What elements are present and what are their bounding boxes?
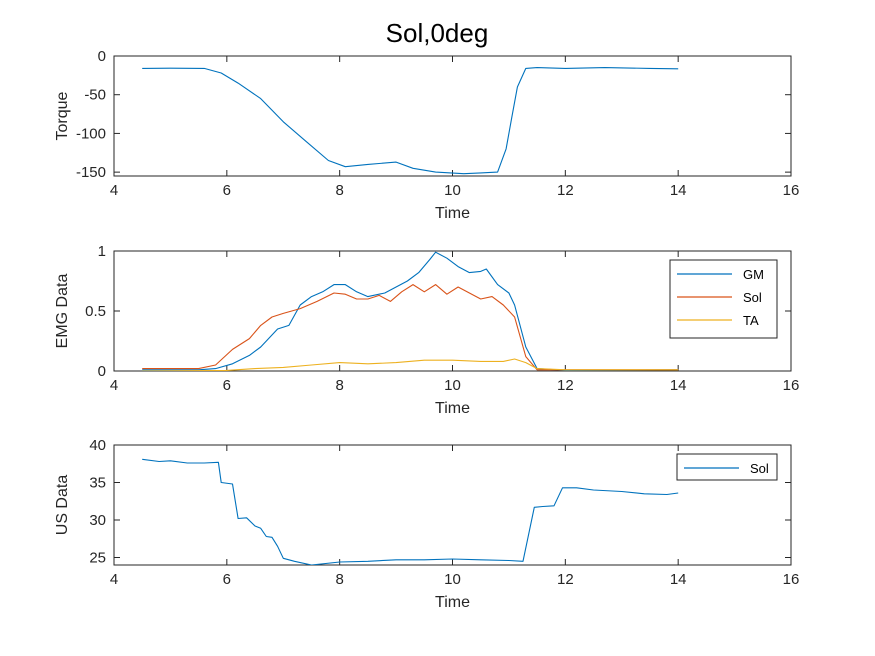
legend: Sol	[676, 453, 778, 481]
y-tick-label: 35	[89, 475, 106, 492]
x-tick-label: 8	[335, 377, 343, 394]
y-tick-label: 30	[89, 512, 106, 529]
y-axis-label: US Data	[54, 475, 71, 536]
series-line-sol	[142, 458, 679, 565]
x-tick-label: 16	[783, 182, 800, 199]
legend-entry: Sol	[750, 461, 769, 476]
y-tick-label: 1	[98, 243, 106, 260]
x-tick-label: 4	[110, 377, 118, 394]
y-tick-label: 0.5	[85, 303, 106, 320]
x-tick-label: 4	[110, 182, 118, 199]
x-tick-label: 10	[444, 377, 461, 394]
x-axis-label: Time	[435, 205, 470, 222]
legend: GM Sol TA	[669, 259, 778, 339]
x-tick-label: 16	[783, 571, 800, 588]
subplot-3: 4 6 8 10 12 14 16 25 30 35 40 Time US Data Sol	[54, 437, 799, 611]
series-line-gm	[142, 251, 679, 371]
y-tick-label: 40	[89, 437, 106, 454]
y-tick-label: -150	[76, 164, 106, 181]
legend-entry: TA	[743, 313, 759, 328]
x-tick-label: 12	[557, 377, 574, 394]
x-tick-label: 6	[223, 571, 231, 588]
y-tick-label: 0	[98, 363, 106, 380]
x-tick-label: 8	[335, 571, 343, 588]
y-tick-label: -100	[76, 125, 106, 142]
axes-box	[113, 55, 792, 177]
x-tick-label: 4	[110, 571, 118, 588]
x-axis-label: Time	[435, 400, 470, 417]
y-tick-label: -50	[84, 87, 106, 104]
x-tick-label: 14	[670, 182, 687, 199]
legend-entry: GM	[743, 267, 764, 282]
x-tick-label: 10	[444, 571, 461, 588]
series-line-1	[142, 67, 679, 175]
x-tick-label: 8	[335, 182, 343, 199]
series-line-sol	[142, 284, 679, 371]
x-tick-label: 10	[444, 182, 461, 199]
y-axis-label: EMG Data	[54, 274, 71, 349]
figure-title: Sol,0deg	[386, 18, 489, 48]
x-tick-label: 14	[670, 571, 687, 588]
x-tick-label: 12	[557, 571, 574, 588]
legend-entry: Sol	[743, 290, 762, 305]
y-tick-label: 0	[98, 48, 106, 65]
x-tick-label: 12	[557, 182, 574, 199]
subplot-2: 4 6 8 10 12 14 16 0 0.5 1 Time EMG Data GM Sol TA	[54, 243, 799, 417]
legend-box	[676, 453, 778, 481]
x-tick-label: 16	[783, 377, 800, 394]
x-tick-label: 6	[223, 377, 231, 394]
y-axis-label: Torque	[54, 91, 71, 140]
series-line-ta	[142, 358, 679, 371]
x-axis-label: Time	[435, 594, 470, 611]
x-tick-label: 14	[670, 377, 687, 394]
subplot-1: 4 6 8 10 12 14 16 -150 -100 -50 0 Time Torque	[54, 48, 799, 222]
y-tick-label: 25	[89, 550, 106, 567]
legend-box	[669, 259, 778, 339]
x-tick-label: 6	[223, 182, 231, 199]
